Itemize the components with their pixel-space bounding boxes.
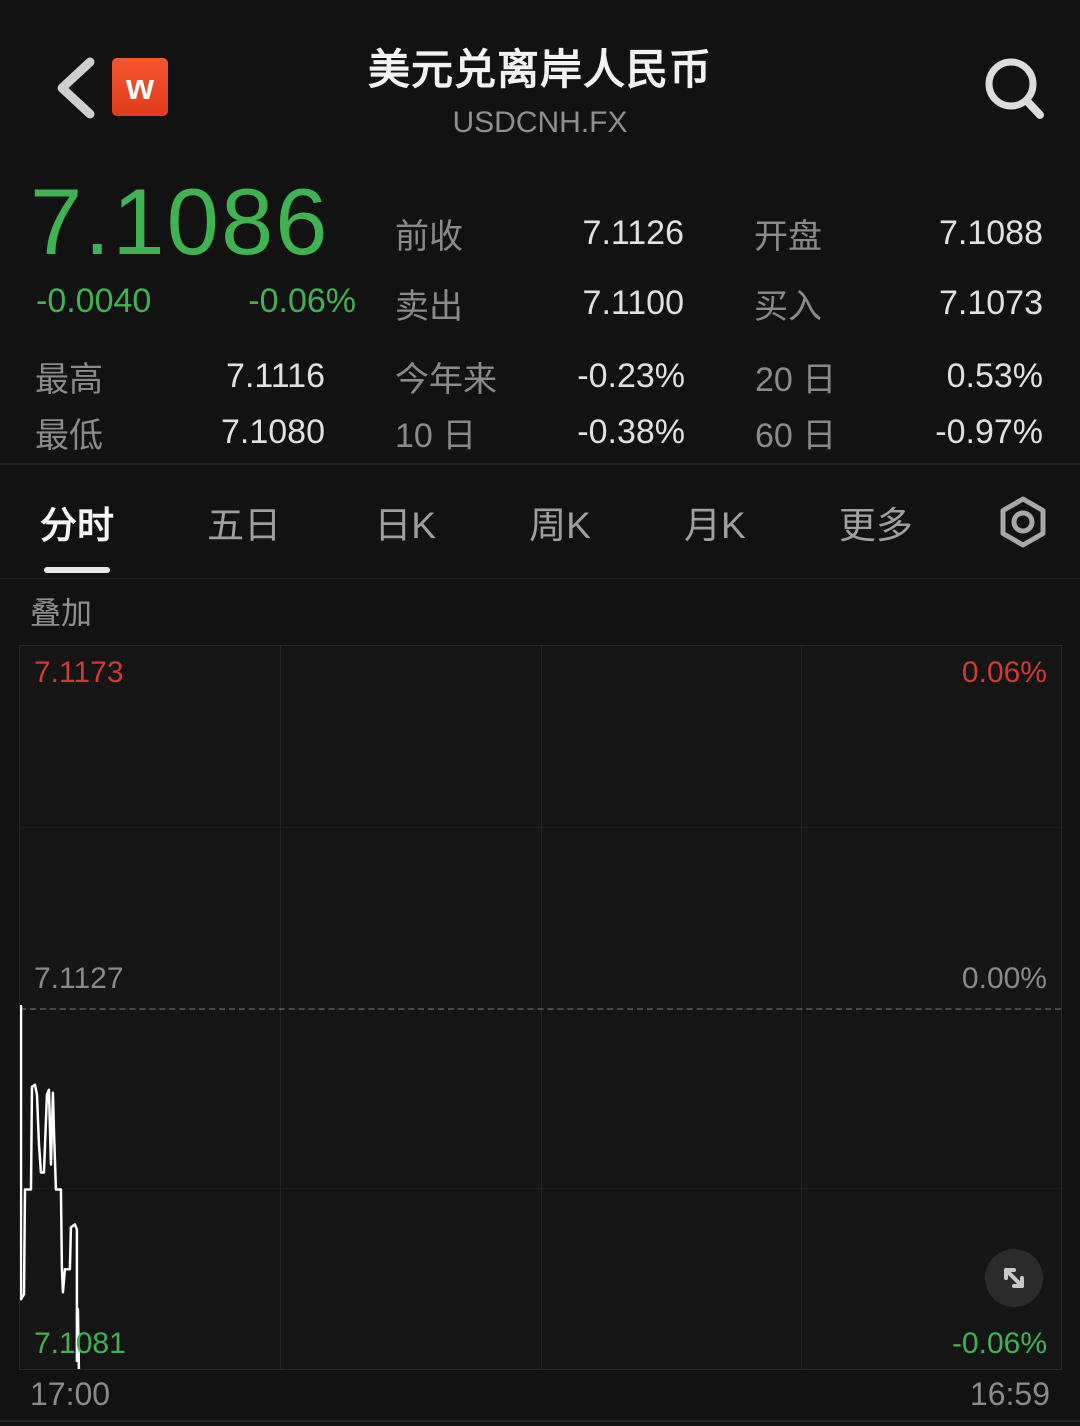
chart-settings-button[interactable]	[996, 494, 1050, 550]
price-change-row: -0.0040 -0.06%	[36, 282, 356, 321]
quote-stats-grid: 前收 7.1126 开盘 7.1088 卖出 7.1100 买入 7.1073	[395, 198, 1043, 338]
wind-logo[interactable]: w	[112, 58, 168, 116]
stat-value: 7.1073	[939, 283, 1043, 322]
tab-monthly-k[interactable]: 月K	[684, 504, 746, 546]
search-button[interactable]	[978, 48, 1050, 128]
stat-low: 最低 7.1080	[35, 404, 325, 460]
intraday-chart[interactable]: 7.1173 0.06% 7.1127 0.00% 7.1081 -0.06%	[19, 645, 1062, 1370]
bottom-divider	[0, 1420, 1080, 1422]
header: w 美元兑离岸人民币 USDCNH.FX	[0, 0, 1080, 160]
fullscreen-button[interactable]	[985, 1249, 1043, 1307]
stat-label: 今年来	[395, 360, 497, 399]
ticker-code: USDCNH.FX	[452, 106, 628, 139]
axis-label-mid-pct: 0.00%	[961, 961, 1047, 995]
back-button[interactable]	[48, 48, 108, 128]
page-title: 美元兑离岸人民币	[367, 46, 712, 93]
time-axis: 17:00 16:59	[30, 1376, 1050, 1413]
range-stats-grid: 最高 7.1116 今年来 -0.23% 20 日 0.53% 最低 7.108…	[35, 348, 1043, 460]
stat-ytd: 今年来 -0.23%	[395, 348, 685, 404]
axis-label-low-pct: -0.06%	[951, 1327, 1047, 1360]
grid-line	[20, 1188, 1061, 1190]
last-price: 7.1086	[30, 169, 330, 274]
stat-high: 最高 7.1116	[35, 348, 325, 404]
tab-weekly-k[interactable]: 周K	[529, 504, 591, 546]
axis-label-mid-price: 7.1127	[34, 961, 124, 995]
tab-5day[interactable]: 五日	[207, 504, 282, 546]
axis-label-high-pct: 0.06%	[961, 656, 1047, 689]
stat-label: 最高	[35, 360, 103, 399]
search-icon	[985, 58, 1044, 119]
section-divider	[0, 463, 1080, 465]
time-end: 16:59	[969, 1376, 1050, 1412]
prev-close-dashed-line	[20, 1007, 1061, 1010]
stat-label: 卖出	[395, 287, 463, 326]
stat-label: 60 日	[755, 416, 837, 455]
stat-bid: 买入 7.1073	[754, 268, 1043, 338]
grid-line	[800, 646, 802, 1369]
chevron-left-icon	[57, 57, 95, 119]
stat-label: 最低	[35, 416, 103, 455]
stat-value: 7.1080	[221, 412, 325, 451]
price-line	[20, 1004, 81, 1369]
stat-label: 买入	[754, 287, 822, 326]
stat-label: 前收	[395, 217, 463, 256]
tab-intraday[interactable]: 分时	[30, 477, 124, 567]
grid-line	[540, 646, 542, 1369]
stat-value: -0.23%	[577, 356, 685, 395]
grid-line	[280, 646, 282, 1369]
overlay-toggle[interactable]: 叠加	[30, 596, 92, 631]
tab-daily-k[interactable]: 日K	[374, 504, 436, 546]
stat-open: 开盘 7.1088	[754, 198, 1043, 268]
stat-10d: 10 日 -0.38%	[395, 404, 685, 460]
tab-more[interactable]: 更多	[838, 504, 913, 546]
stat-value: 7.1126	[582, 213, 684, 252]
stat-label: 10 日	[395, 416, 477, 455]
time-start: 17:00	[30, 1376, 111, 1412]
stat-prev-close: 前收 7.1126	[395, 198, 684, 268]
axis-label-high-price: 7.1173	[34, 656, 124, 689]
price-change: -0.0040	[36, 282, 152, 320]
price-change-pct: -0.06%	[248, 282, 356, 320]
stat-value: 7.1116	[226, 356, 325, 395]
stat-value: 0.53%	[946, 356, 1043, 395]
hexagon-gear-icon	[1000, 496, 1046, 547]
grid-line	[20, 826, 1061, 828]
stat-value: 7.1088	[939, 213, 1043, 252]
stat-value: -0.97%	[935, 412, 1043, 451]
stat-60d: 60 日 -0.97%	[755, 404, 1043, 460]
stat-value: 7.1100	[582, 283, 684, 322]
diagonal-resize-arrows-icon	[1004, 1268, 1024, 1288]
stat-label: 20 日	[755, 360, 837, 399]
stat-ask: 卖出 7.1100	[395, 268, 684, 338]
stat-value: -0.38%	[577, 412, 685, 451]
stat-20d: 20 日 0.53%	[755, 348, 1043, 404]
axis-label-low-price: 7.1081	[34, 1327, 126, 1360]
chart-period-tabs: 分时 五日 日K 周K 月K 更多	[0, 465, 1080, 579]
stat-label: 开盘	[754, 217, 822, 256]
